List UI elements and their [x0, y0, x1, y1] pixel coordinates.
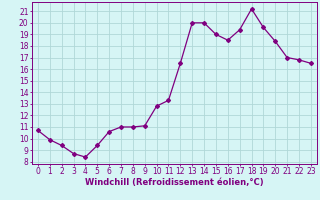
- X-axis label: Windchill (Refroidissement éolien,°C): Windchill (Refroidissement éolien,°C): [85, 178, 264, 187]
